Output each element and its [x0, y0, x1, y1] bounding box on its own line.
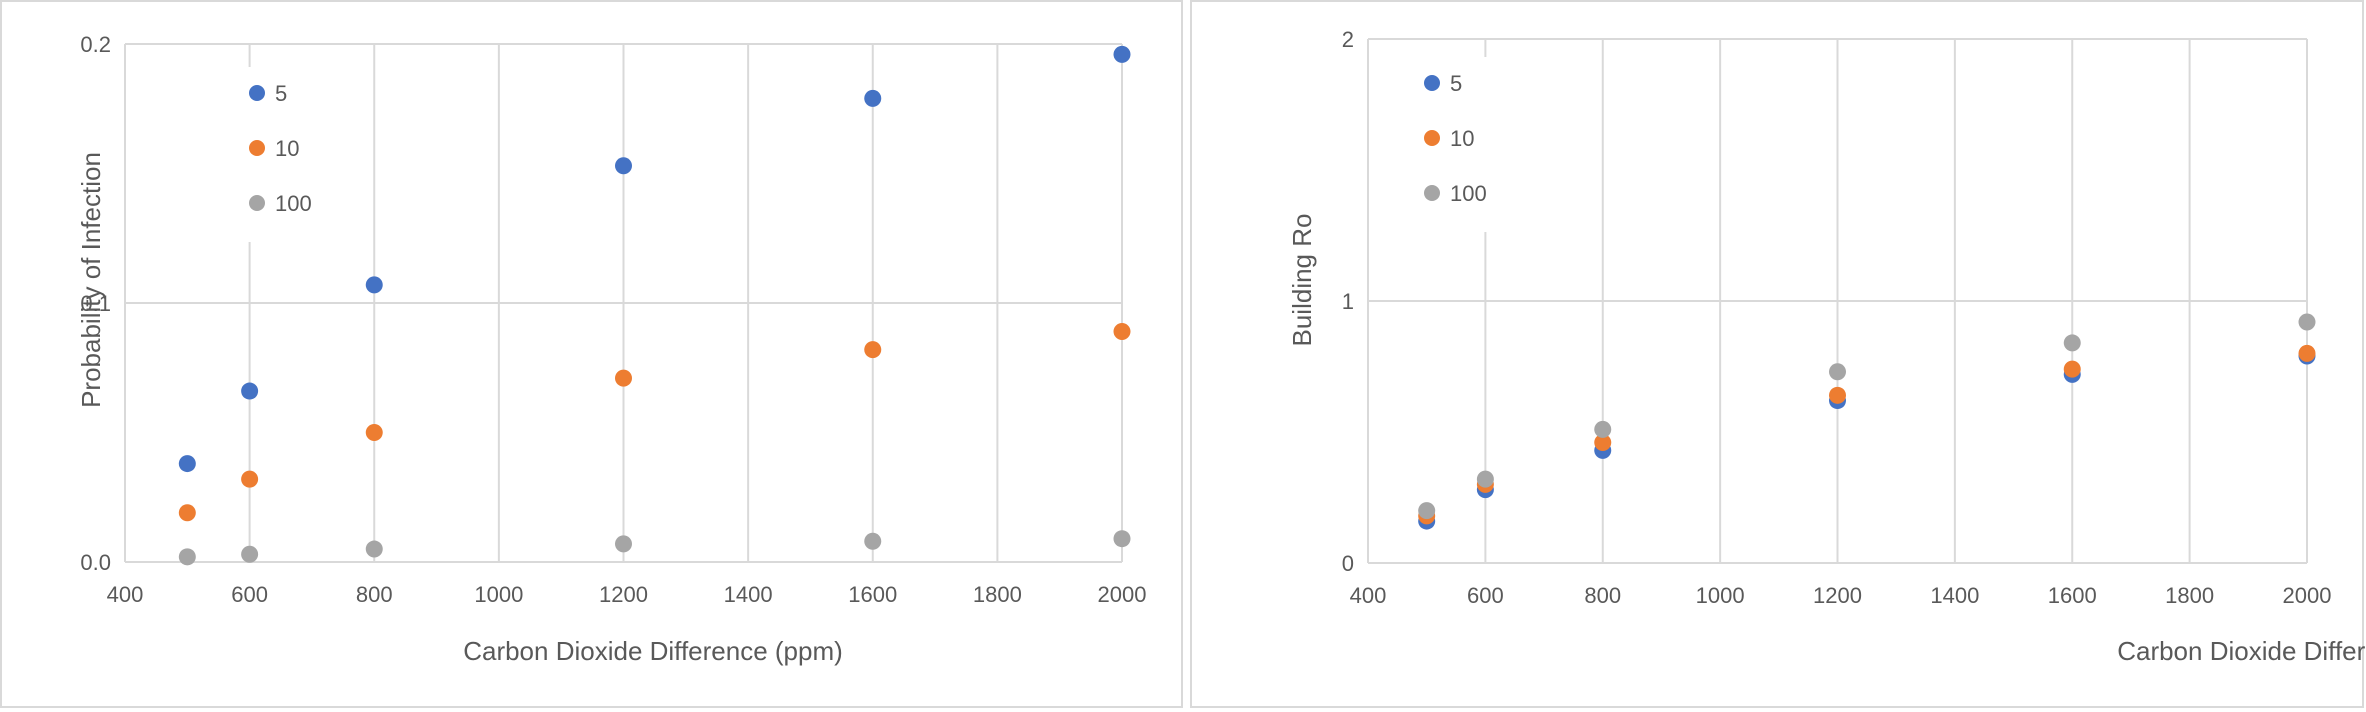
data-points — [178, 45, 1131, 566]
data-point — [178, 455, 196, 473]
chart-panel-left: 400 600 800 1000 1200 1400 1600 1800 2000 0.0 0.1 0… — [0, 0, 1183, 708]
data-point — [1594, 420, 1612, 438]
x-axis-title: Carbon Dioxide Difference (ppm) — [2117, 636, 2366, 666]
data-point — [864, 532, 882, 550]
x-tick-label: 400 — [1350, 583, 1387, 608]
legend: 5 10 100 — [1414, 57, 1494, 232]
data-point — [365, 424, 383, 441]
chart-border — [0, 0, 1183, 708]
data-point — [615, 535, 632, 553]
x-tick-label: 1400 — [1930, 583, 1979, 608]
data-point — [1594, 433, 1612, 451]
y-axis-title: Building Ro — [1287, 214, 1317, 347]
legend-marker — [1424, 185, 1440, 201]
x-tick-label: 1800 — [973, 582, 1022, 607]
data-point — [2298, 344, 2316, 362]
legend-marker — [249, 195, 265, 211]
data-point — [1113, 322, 1131, 340]
probability-scatter-chart: 400 600 800 1000 1200 1400 1600 1800 2000 0.0 0.1 0… — [0, 0, 1183, 708]
data-point — [615, 369, 632, 387]
data-point — [178, 504, 196, 522]
tick-labels: 400 600 800 1000 1200 1400 1600 1800 2000 0.0 0.1 0… — [80, 32, 1146, 607]
legend-label: 100 — [275, 191, 312, 216]
y-tick-label: 0 — [1342, 551, 1354, 576]
legend-label: 10 — [1450, 126, 1474, 151]
y-tick-label: 0.2 — [80, 32, 111, 57]
y-tick-label: 0.0 — [80, 550, 111, 575]
x-tick-label: 800 — [356, 582, 393, 607]
y-tick-label: 0.1 — [80, 291, 111, 316]
y-tick-label: 1 — [1342, 289, 1354, 314]
x-tick-label: 1400 — [724, 582, 773, 607]
data-point — [241, 382, 259, 400]
x-tick-label: 1200 — [599, 582, 648, 607]
data-point — [615, 157, 632, 175]
x-tick-label: 2000 — [2283, 583, 2332, 608]
data-point — [241, 470, 259, 488]
legend-marker — [1424, 130, 1440, 146]
data-point — [2298, 313, 2316, 331]
data-point — [365, 276, 383, 294]
x-tick-label: 1800 — [2165, 583, 2214, 608]
legend-marker — [1424, 75, 1440, 91]
data-point — [864, 341, 882, 359]
legend-marker — [249, 85, 265, 101]
data-point — [1829, 363, 1846, 381]
legend-label: 10 — [275, 136, 299, 161]
chart-border — [1190, 0, 2364, 708]
data-point — [1113, 45, 1131, 63]
y-tick-label: 2 — [1342, 27, 1354, 52]
x-tick-label: 400 — [107, 582, 144, 607]
x-tick-label: 1000 — [474, 582, 523, 607]
data-point — [864, 89, 882, 107]
legend: 5 10 100 — [239, 67, 319, 242]
data-point — [241, 545, 259, 563]
data-points — [1418, 313, 2316, 530]
data-point — [1418, 502, 1436, 520]
data-point — [1829, 386, 1846, 404]
data-point — [1476, 470, 1494, 488]
building-ro-scatter-chart: 400 600 800 1000 1200 1400 1600 1800 2000 0 1 2 5 10… — [1190, 0, 2366, 708]
y-axis-title: Probability of Infection — [76, 152, 106, 408]
gridlines — [1367, 38, 2308, 564]
legend-label: 5 — [275, 81, 287, 106]
x-tick-label: 1600 — [2048, 583, 2097, 608]
data-point — [1113, 530, 1131, 548]
data-point — [178, 548, 196, 566]
x-tick-label: 600 — [1467, 583, 1504, 608]
x-tick-label: 1600 — [848, 582, 897, 607]
chart-panel-right: 400 600 800 1000 1200 1400 1600 1800 2000 0 1 2 5 10… — [1183, 0, 2366, 712]
x-tick-label: 1000 — [1696, 583, 1745, 608]
legend-label: 5 — [1450, 71, 1462, 96]
data-point — [2063, 360, 2081, 378]
x-tick-label: 800 — [1584, 583, 1621, 608]
x-tick-label: 1200 — [1813, 583, 1862, 608]
data-point — [365, 540, 383, 558]
legend-marker — [249, 140, 265, 156]
x-tick-label: 600 — [231, 582, 268, 607]
legend-label: 100 — [1450, 181, 1487, 206]
x-tick-label: 2000 — [1098, 582, 1147, 607]
tick-labels: 400 600 800 1000 1200 1400 1600 1800 2000 0 1 2 — [1342, 27, 2332, 608]
x-axis-title: Carbon Dioxide Difference (ppm) — [463, 636, 843, 666]
data-point — [2063, 334, 2081, 352]
